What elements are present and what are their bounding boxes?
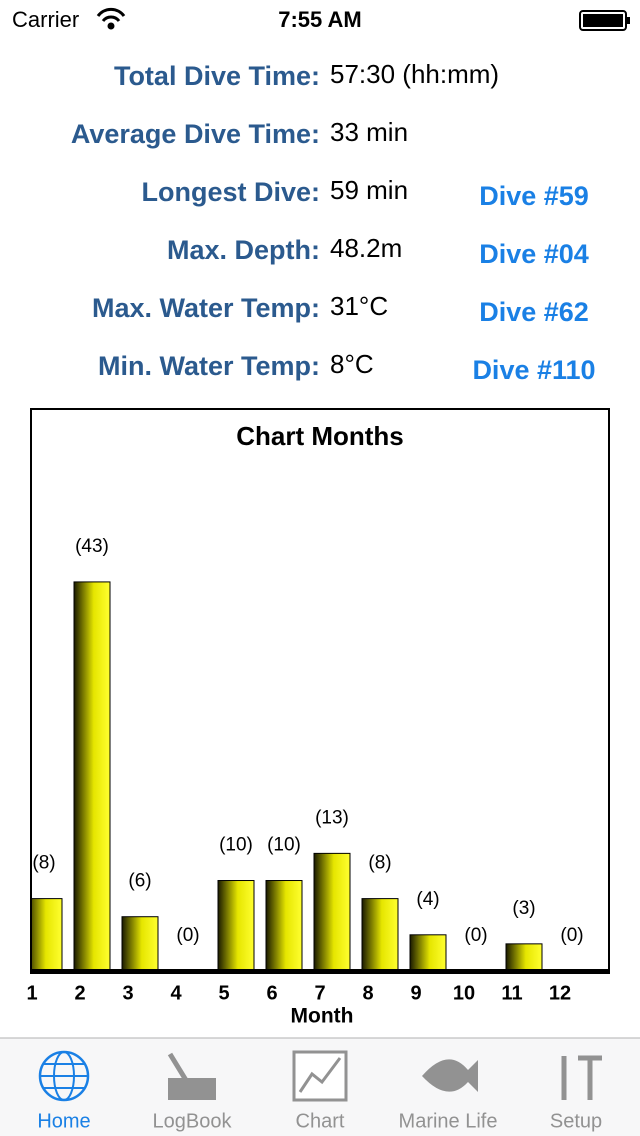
dive-link[interactable]: Dive #04 (479, 239, 589, 269)
stats: Total Dive Time: 57:30 (hh:mm) Average Div… (71, 59, 596, 385)
stat-value: 48.2m (330, 233, 402, 263)
stat-value: 33 min (330, 117, 408, 147)
carrier: Carrier (12, 7, 79, 32)
value-label: (0) (560, 925, 583, 946)
bar (73, 581, 111, 972)
stat-label: Total Dive Time: (114, 61, 320, 91)
value-label: (10) (219, 835, 253, 856)
x-axis-label: Month (291, 1005, 354, 1028)
value-label: (0) (464, 925, 487, 946)
value-label: (6) (128, 871, 151, 892)
value-label: (13) (315, 807, 349, 828)
stat-value: 31°C (330, 291, 388, 321)
stat-value: 59 min (330, 175, 408, 205)
bar (32, 898, 63, 972)
battery-icon (579, 10, 630, 31)
x-tick-label: 6 (266, 982, 277, 1004)
x-tick-label: 9 (410, 982, 421, 1004)
bar (313, 852, 351, 972)
x-tick-label: 3 (122, 982, 133, 1004)
chart-title: Chart Months (236, 421, 404, 451)
bar (505, 943, 543, 972)
tab-label: LogBook (153, 1110, 233, 1132)
bar (121, 916, 159, 972)
tab[interactable]: Chart (292, 1050, 348, 1132)
tab-icon (167, 1052, 195, 1092)
dive-link[interactable]: Dive #62 (479, 297, 589, 327)
value-label: (3) (512, 898, 535, 919)
tab[interactable]: Setup (550, 1055, 602, 1132)
tab-label: Home (37, 1110, 90, 1132)
x-tick-label: 8 (362, 982, 373, 1004)
x-tick-label: 12 (549, 982, 571, 1004)
stat-value: 57:30 (hh:mm) (330, 59, 499, 89)
stat-label: Max. Depth: (167, 235, 320, 265)
tab-label: Setup (550, 1110, 602, 1132)
tabs: Home LogBook Chart Marine Life Setup (37, 1050, 602, 1132)
value-label: (4) (416, 889, 439, 910)
stat-label: Max. Water Temp: (92, 293, 320, 323)
x-tick-label: 4 (170, 982, 182, 1004)
stat-label: Min. Water Temp: (98, 351, 320, 381)
bar (361, 898, 399, 972)
tab-label: Chart (296, 1110, 345, 1132)
tab[interactable]: Home (37, 1050, 91, 1132)
x-tick-label: 10 (453, 982, 475, 1004)
wifi-icon (96, 7, 126, 30)
x-tick-label: 11 (501, 982, 522, 1004)
tab[interactable]: LogBook (153, 1052, 233, 1132)
tab-icon (561, 1055, 602, 1100)
dive-link[interactable]: Dive #59 (479, 181, 589, 211)
stat-value: 8°C (330, 349, 374, 379)
tab-icon (422, 1059, 478, 1092)
dive-link[interactable]: Dive #110 (472, 355, 595, 385)
tab-label: Marine Life (399, 1110, 498, 1132)
value-label: (43) (75, 536, 109, 557)
x-tick-label: 1 (26, 982, 37, 1004)
tab-icon (298, 1057, 342, 1093)
x-tick-label: 5 (218, 982, 229, 1004)
value-label: (8) (368, 853, 391, 874)
stat-label: Average Dive Time: (71, 119, 320, 149)
clock: 7:55 AM (278, 7, 362, 32)
bar (217, 880, 255, 972)
stat-label: Longest Dive: (141, 177, 320, 207)
value-label: (0) (176, 925, 199, 946)
value-label: (8) (32, 853, 55, 874)
bar (409, 934, 447, 972)
x-tick-label: 7 (314, 982, 325, 1004)
x-tick-label: 2 (74, 982, 85, 1004)
tab-icon (40, 1063, 88, 1089)
tab[interactable]: Marine Life (399, 1059, 498, 1132)
value-label: (10) (267, 835, 301, 856)
bar (265, 880, 303, 972)
